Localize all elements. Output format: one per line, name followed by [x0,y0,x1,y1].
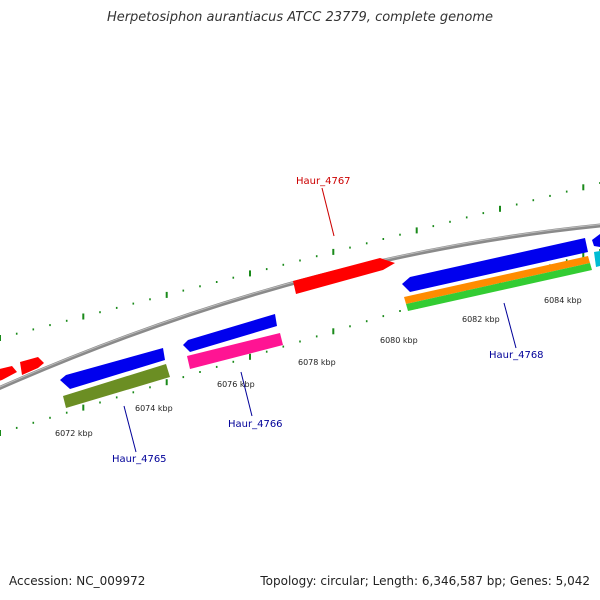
gene-label-haur-4766: Haur_4766 [228,419,283,430]
gene-feature-haur-4767[interactable] [293,258,395,294]
gene-feature-orange[interactable] [404,256,590,304]
gene-feature-blue[interactable] [183,314,277,352]
gene-label-haur-4768: Haur_4768 [489,350,544,361]
gene-feature-red[interactable] [20,357,44,375]
gene-feature-cyan[interactable] [594,251,600,267]
gene-feature-haur-4765[interactable] [63,364,170,408]
map-title: Herpetosiphon aurantiacus ATCC 23779, co… [106,10,494,25]
gene-feature-haur-4766[interactable] [187,333,283,369]
gene-feature-blue[interactable] [402,238,588,292]
leader-line-haur-4767 [321,187,335,237]
genome-summary: Topology: circular; Length: 6,346,587 bp… [260,574,590,588]
scale-label: 6080 kbp [380,336,418,345]
gene-feature-haur-4768[interactable] [406,263,592,311]
scale-label: 6074 kbp [135,404,173,413]
forward-strand-features [0,234,600,382]
gene-feature-blue[interactable] [60,348,165,389]
gene-label-haur-4765: Haur_4765 [112,454,167,465]
scale-label: 6084 kbp [544,296,582,305]
leader-line-haur-4768 [503,302,517,349]
scale-label: 6082 kbp [462,315,500,324]
reverse-strand-features [60,238,600,408]
scale-label: 6076 kbp [217,380,255,389]
leader-line-haur-4765 [123,405,137,453]
scale-label: 6078 kbp [298,358,336,367]
gene-feature-red[interactable] [0,366,17,382]
accession-label: Accession: NC_009972 [9,574,146,588]
gene-label-haur-4767: Haur_4767 [296,176,351,187]
leader-line-haur-4766 [240,371,253,417]
scale-label: 6072 kbp [55,429,93,438]
outer-tick-row [0,182,600,341]
gene-feature-blue-far-right[interactable] [592,234,600,247]
